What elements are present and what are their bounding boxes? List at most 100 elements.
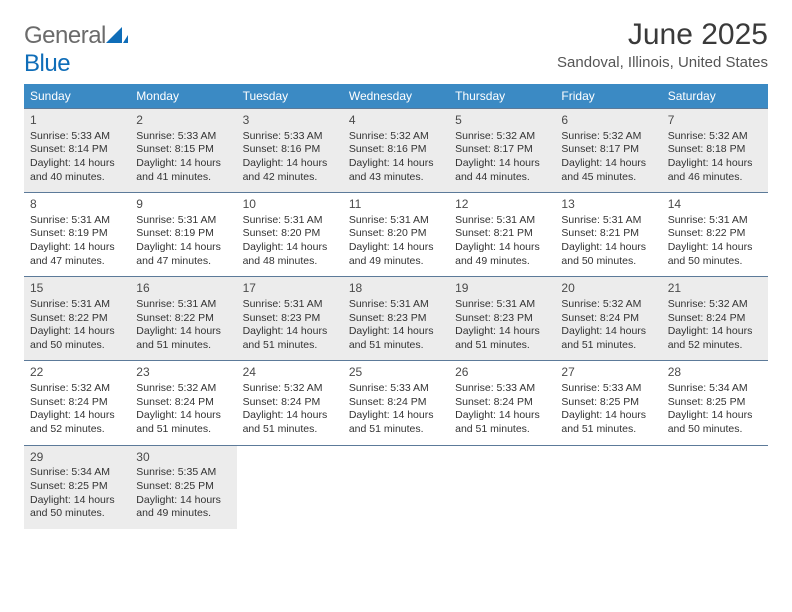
daylight-text: and 49 minutes. bbox=[349, 255, 443, 269]
sunrise-text: Sunrise: 5:32 AM bbox=[455, 130, 549, 144]
sunrise-text: Sunrise: 5:33 AM bbox=[30, 130, 124, 144]
sunset-text: Sunset: 8:21 PM bbox=[455, 227, 549, 241]
sunset-text: Sunset: 8:22 PM bbox=[136, 312, 230, 326]
calendar-day-cell: 8Sunrise: 5:31 AMSunset: 8:19 PMDaylight… bbox=[24, 193, 130, 277]
daylight-text: Daylight: 14 hours bbox=[561, 241, 655, 255]
day-number: 25 bbox=[349, 365, 443, 381]
daylight-text: Daylight: 14 hours bbox=[136, 409, 230, 423]
sunset-text: Sunset: 8:15 PM bbox=[136, 143, 230, 157]
day-number: 4 bbox=[349, 113, 443, 129]
daylight-text: Daylight: 14 hours bbox=[136, 157, 230, 171]
daylight-text: Daylight: 14 hours bbox=[243, 241, 337, 255]
sunset-text: Sunset: 8:17 PM bbox=[561, 143, 655, 157]
daylight-text: and 42 minutes. bbox=[243, 171, 337, 185]
calendar-day-cell: 14Sunrise: 5:31 AMSunset: 8:22 PMDayligh… bbox=[662, 193, 768, 277]
daylight-text: and 40 minutes. bbox=[30, 171, 124, 185]
daylight-text: and 52 minutes. bbox=[30, 423, 124, 437]
daylight-text: Daylight: 14 hours bbox=[455, 325, 549, 339]
calendar-day-cell bbox=[343, 445, 449, 529]
daylight-text: Daylight: 14 hours bbox=[30, 157, 124, 171]
calendar-week-row: 1Sunrise: 5:33 AMSunset: 8:14 PMDaylight… bbox=[24, 109, 768, 193]
day-header: Tuesday bbox=[237, 84, 343, 109]
sunset-text: Sunset: 8:16 PM bbox=[349, 143, 443, 157]
calendar-day-cell: 11Sunrise: 5:31 AMSunset: 8:20 PMDayligh… bbox=[343, 193, 449, 277]
daylight-text: Daylight: 14 hours bbox=[30, 241, 124, 255]
daylight-text: Daylight: 14 hours bbox=[349, 409, 443, 423]
calendar-day-cell: 28Sunrise: 5:34 AMSunset: 8:25 PMDayligh… bbox=[662, 361, 768, 445]
sunrise-text: Sunrise: 5:32 AM bbox=[136, 382, 230, 396]
calendar-week-row: 29Sunrise: 5:34 AMSunset: 8:25 PMDayligh… bbox=[24, 445, 768, 529]
day-header: Sunday bbox=[24, 84, 130, 109]
day-number: 27 bbox=[561, 365, 655, 381]
calendar-day-cell bbox=[662, 445, 768, 529]
daylight-text: and 51 minutes. bbox=[349, 423, 443, 437]
day-number: 12 bbox=[455, 197, 549, 213]
sunset-text: Sunset: 8:24 PM bbox=[30, 396, 124, 410]
sunset-text: Sunset: 8:24 PM bbox=[136, 396, 230, 410]
daylight-text: Daylight: 14 hours bbox=[349, 241, 443, 255]
daylight-text: and 50 minutes. bbox=[668, 423, 762, 437]
calendar-day-cell: 7Sunrise: 5:32 AMSunset: 8:18 PMDaylight… bbox=[662, 109, 768, 193]
sunrise-text: Sunrise: 5:31 AM bbox=[30, 298, 124, 312]
sunrise-text: Sunrise: 5:31 AM bbox=[136, 298, 230, 312]
calendar-day-cell: 12Sunrise: 5:31 AMSunset: 8:21 PMDayligh… bbox=[449, 193, 555, 277]
daylight-text: and 50 minutes. bbox=[30, 339, 124, 353]
calendar-day-cell: 10Sunrise: 5:31 AMSunset: 8:20 PMDayligh… bbox=[237, 193, 343, 277]
sunrise-text: Sunrise: 5:33 AM bbox=[561, 382, 655, 396]
sunset-text: Sunset: 8:23 PM bbox=[349, 312, 443, 326]
calendar-day-cell bbox=[237, 445, 343, 529]
calendar-day-cell: 4Sunrise: 5:32 AMSunset: 8:16 PMDaylight… bbox=[343, 109, 449, 193]
title-block: June 2025 Sandoval, Illinois, United Sta… bbox=[557, 18, 768, 71]
calendar-day-cell: 27Sunrise: 5:33 AMSunset: 8:25 PMDayligh… bbox=[555, 361, 661, 445]
daylight-text: and 47 minutes. bbox=[30, 255, 124, 269]
sunset-text: Sunset: 8:25 PM bbox=[561, 396, 655, 410]
sunrise-text: Sunrise: 5:34 AM bbox=[668, 382, 762, 396]
day-number: 29 bbox=[30, 450, 124, 466]
day-number: 26 bbox=[455, 365, 549, 381]
sunrise-text: Sunrise: 5:32 AM bbox=[668, 130, 762, 144]
day-number: 18 bbox=[349, 281, 443, 297]
day-number: 28 bbox=[668, 365, 762, 381]
daylight-text: Daylight: 14 hours bbox=[561, 325, 655, 339]
daylight-text: Daylight: 14 hours bbox=[561, 409, 655, 423]
daylight-text: and 51 minutes. bbox=[455, 339, 549, 353]
calendar-day-cell: 6Sunrise: 5:32 AMSunset: 8:17 PMDaylight… bbox=[555, 109, 661, 193]
sunset-text: Sunset: 8:19 PM bbox=[30, 227, 124, 241]
calendar-day-cell: 13Sunrise: 5:31 AMSunset: 8:21 PMDayligh… bbox=[555, 193, 661, 277]
daylight-text: and 51 minutes. bbox=[561, 423, 655, 437]
sunrise-text: Sunrise: 5:31 AM bbox=[349, 298, 443, 312]
sunset-text: Sunset: 8:24 PM bbox=[668, 312, 762, 326]
daylight-text: Daylight: 14 hours bbox=[243, 325, 337, 339]
sunset-text: Sunset: 8:20 PM bbox=[349, 227, 443, 241]
sunrise-text: Sunrise: 5:33 AM bbox=[136, 130, 230, 144]
sunrise-text: Sunrise: 5:32 AM bbox=[561, 298, 655, 312]
sunset-text: Sunset: 8:14 PM bbox=[30, 143, 124, 157]
daylight-text: Daylight: 14 hours bbox=[136, 325, 230, 339]
sunrise-text: Sunrise: 5:32 AM bbox=[30, 382, 124, 396]
calendar-week-row: 22Sunrise: 5:32 AMSunset: 8:24 PMDayligh… bbox=[24, 361, 768, 445]
brand-logo: General Blue bbox=[24, 22, 128, 78]
sunset-text: Sunset: 8:24 PM bbox=[455, 396, 549, 410]
day-header: Thursday bbox=[449, 84, 555, 109]
day-number: 19 bbox=[455, 281, 549, 297]
sunrise-text: Sunrise: 5:33 AM bbox=[455, 382, 549, 396]
day-number: 20 bbox=[561, 281, 655, 297]
sunset-text: Sunset: 8:24 PM bbox=[243, 396, 337, 410]
daylight-text: Daylight: 14 hours bbox=[243, 157, 337, 171]
daylight-text: Daylight: 14 hours bbox=[243, 409, 337, 423]
calendar-day-cell: 5Sunrise: 5:32 AMSunset: 8:17 PMDaylight… bbox=[449, 109, 555, 193]
location-subtitle: Sandoval, Illinois, United States bbox=[557, 54, 768, 71]
calendar-table: Sunday Monday Tuesday Wednesday Thursday… bbox=[24, 84, 768, 529]
day-header: Monday bbox=[130, 84, 236, 109]
calendar-day-cell: 25Sunrise: 5:33 AMSunset: 8:24 PMDayligh… bbox=[343, 361, 449, 445]
daylight-text: Daylight: 14 hours bbox=[561, 157, 655, 171]
calendar-week-row: 15Sunrise: 5:31 AMSunset: 8:22 PMDayligh… bbox=[24, 277, 768, 361]
day-header-row: Sunday Monday Tuesday Wednesday Thursday… bbox=[24, 84, 768, 109]
daylight-text: and 50 minutes. bbox=[668, 255, 762, 269]
day-number: 6 bbox=[561, 113, 655, 129]
calendar-day-cell: 17Sunrise: 5:31 AMSunset: 8:23 PMDayligh… bbox=[237, 277, 343, 361]
daylight-text: Daylight: 14 hours bbox=[455, 409, 549, 423]
day-number: 17 bbox=[243, 281, 337, 297]
daylight-text: Daylight: 14 hours bbox=[30, 325, 124, 339]
day-number: 24 bbox=[243, 365, 337, 381]
